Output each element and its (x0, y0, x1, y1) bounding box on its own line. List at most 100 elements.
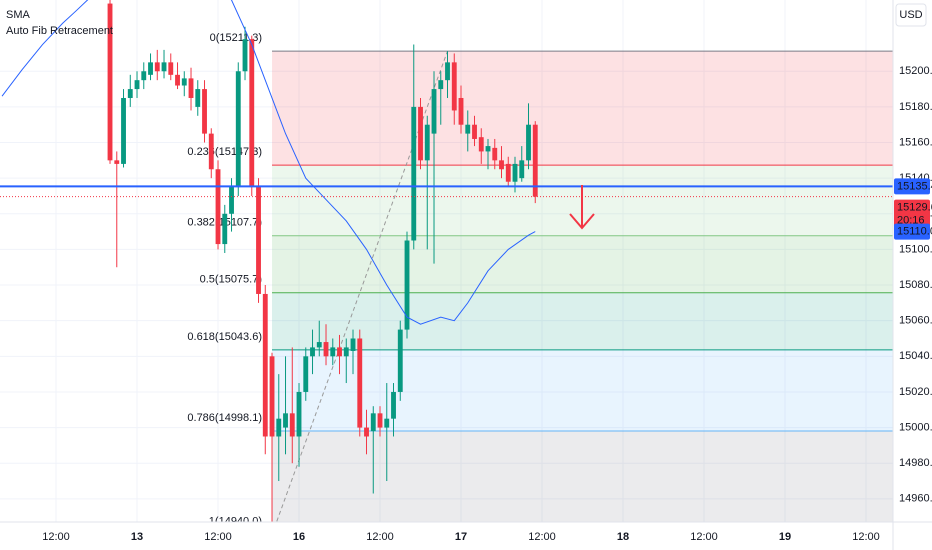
candle-body (208, 133, 214, 170)
candle-body (458, 97, 464, 125)
hline-tag (894, 178, 930, 195)
fib-zone (272, 292, 893, 350)
currency-box[interactable] (895, 3, 927, 27)
candle-body (154, 62, 160, 72)
candle-body (472, 124, 477, 139)
x-tick-label: 16 (293, 531, 305, 543)
candle-body (249, 39, 255, 188)
candle-body (526, 124, 531, 161)
candle-body (195, 89, 201, 107)
candle-body (114, 160, 120, 164)
x-tick-label: 18 (617, 531, 629, 543)
candle-body (202, 89, 207, 134)
x-tick-label: 12:00 (366, 531, 394, 543)
candle-body (256, 187, 261, 294)
candle-body (121, 97, 126, 164)
sma-tag (894, 223, 930, 240)
candle-body (384, 418, 390, 428)
candle-body (485, 146, 491, 152)
candle-body (519, 160, 525, 179)
x-tick-label: 13 (131, 531, 143, 543)
fib-zone (272, 51, 893, 166)
fib-zone (272, 349, 893, 431)
x-tick-label: 12:00 (528, 531, 556, 543)
overlay: SMA Auto Fib Retracement (6, 9, 595, 230)
y-tick-label: 14980.0 (899, 457, 932, 469)
x-tick-label: 17 (455, 531, 467, 543)
candle-body (370, 413, 376, 432)
fib-label: 1(14940.0) (209, 515, 262, 527)
candle-body (424, 124, 430, 161)
candle-body (323, 342, 329, 357)
candle-body (175, 74, 180, 86)
candle-body (161, 62, 167, 72)
candle-body (242, 39, 248, 72)
candle-body (343, 347, 349, 357)
candle-body (316, 342, 322, 348)
candle-body (148, 62, 153, 75)
candle-body (337, 347, 342, 357)
candle-body (499, 160, 504, 170)
time-axis-bg (0, 522, 932, 550)
candle-body (492, 147, 498, 161)
y-tick-label: 15060.0 (899, 315, 932, 327)
plot-area: 0(15211.3)0.236(15147.3)0.382(15107.7)0.… (0, 0, 893, 527)
candle-body (512, 163, 518, 182)
candle-body (330, 347, 336, 357)
candle-body (141, 71, 147, 81)
y-tick-label: 15100.0 (899, 243, 932, 255)
candle-body (215, 169, 221, 245)
last-price-tag (894, 199, 930, 228)
currency: USD (899, 9, 922, 21)
candle-body (168, 62, 174, 75)
fib-label: 0.786(14998.1) (187, 412, 262, 424)
candle-body (397, 329, 403, 392)
legend-fib[interactable]: Auto Fib Retracement (6, 25, 113, 37)
sma-tag-label: 15110.0 (897, 226, 932, 238)
candle-body (127, 89, 133, 98)
fib-label: 0(15211.3) (210, 32, 262, 44)
price-axis-bg (893, 0, 932, 550)
candle-body (289, 413, 295, 437)
candle-body (283, 413, 288, 428)
candle-body (107, 3, 113, 161)
candle-body (222, 213, 228, 245)
candle-body (350, 338, 356, 351)
candle-body (411, 106, 417, 241)
arrow-drawing (569, 185, 595, 230)
candle-body (478, 137, 484, 152)
x-tick-label: 12:00 (42, 531, 70, 543)
candle-body (235, 71, 241, 188)
y-tick-label: 14960.0 (899, 493, 932, 505)
candle-body (377, 413, 383, 428)
candle-body (505, 163, 511, 182)
countdown: 20:16 (897, 215, 925, 227)
candle-body (357, 338, 363, 428)
sma-line (1, 0, 536, 325)
candle-body (310, 347, 315, 357)
candle-body (465, 124, 471, 134)
x-tick-label: 12:00 (204, 531, 232, 543)
y-tick-label: 15080.0 (899, 279, 932, 291)
candle-body (269, 356, 275, 437)
hline-tag-label: 15135.4 (897, 180, 932, 192)
candle-body (276, 418, 282, 437)
candle-body (303, 356, 309, 392)
candle-body (532, 124, 538, 197)
candle-body (404, 240, 410, 330)
candle-body (418, 106, 423, 161)
candle-body (391, 391, 396, 419)
candle-body (229, 187, 234, 214)
fib-label: 0.5(15075.7) (200, 274, 262, 286)
candle-body (181, 78, 187, 86)
candle-body (445, 62, 450, 81)
y-tick-label: 15160.0 (899, 136, 932, 148)
candle-body (438, 80, 444, 90)
fib-zone (272, 235, 893, 293)
y-tick-label: 15200.0 (899, 65, 932, 77)
legend-sma[interactable]: SMA (6, 9, 31, 21)
y-tick-label: 15000.0 (899, 421, 932, 433)
candle-body (451, 62, 457, 111)
